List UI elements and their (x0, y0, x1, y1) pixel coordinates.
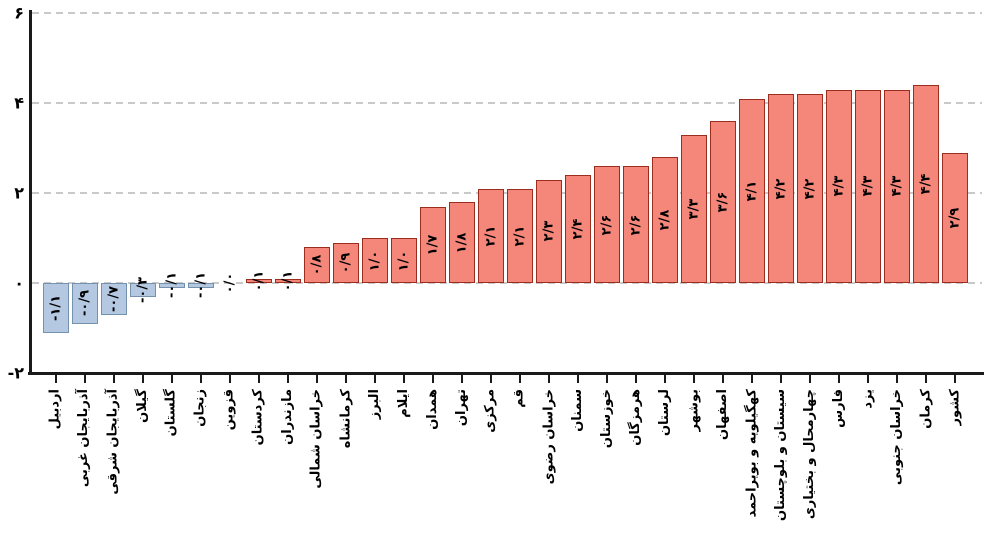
bar (303, 247, 330, 283)
bar (652, 157, 679, 283)
bar (71, 283, 98, 324)
x-axis-tick (838, 375, 841, 383)
x-axis-tick (780, 375, 783, 383)
bar (913, 85, 940, 283)
x-axis-tick (315, 375, 318, 383)
bar (100, 283, 127, 315)
bar (390, 238, 417, 283)
x-axis-tick (402, 375, 405, 383)
x-axis-tick (257, 375, 260, 383)
bar (419, 206, 446, 283)
x-axis-tick (751, 375, 754, 383)
y-axis (29, 10, 32, 375)
bar (129, 283, 156, 297)
bar (594, 166, 621, 283)
x-axis-tick (809, 375, 812, 383)
x-axis-tick (489, 375, 492, 383)
bar (506, 188, 533, 283)
bar (768, 94, 795, 283)
x-axis-tick (286, 375, 289, 383)
bar (332, 242, 359, 283)
bar (536, 179, 562, 283)
y-axis-tick-label: -۲ (7, 363, 24, 383)
x-axis-tick (577, 375, 580, 383)
x-axis-tick (722, 375, 725, 383)
x-axis-tick (344, 375, 347, 383)
bar (361, 238, 388, 283)
x-axis-tick (170, 375, 173, 383)
gridline (32, 12, 982, 14)
x-axis-tick (606, 375, 609, 383)
y-axis-tick-label: ۰ (14, 273, 24, 293)
bar (274, 278, 301, 283)
x-axis-tick (199, 375, 202, 383)
y-axis-tick-label: ۶ (14, 3, 24, 23)
x-axis-tick (228, 375, 231, 383)
bar (187, 283, 214, 288)
bar (855, 89, 882, 283)
x-axis-tick (83, 375, 86, 383)
bar (797, 94, 824, 283)
x-axis-tick (373, 375, 376, 383)
x-axis-tick (112, 375, 115, 383)
x-axis-tick (518, 375, 521, 383)
bar (565, 175, 592, 283)
x-axis-tick (460, 375, 463, 383)
bar (710, 121, 737, 283)
bar (884, 89, 911, 283)
x-axis-tick (693, 375, 696, 383)
bar (826, 89, 853, 283)
gridline (32, 102, 982, 104)
gridline (32, 282, 982, 284)
bar (681, 134, 708, 283)
bar (942, 152, 969, 283)
bar (623, 166, 650, 283)
x-axis-tick (925, 375, 928, 383)
bar (739, 98, 766, 283)
bar (158, 283, 185, 288)
x-axis-tick (54, 375, 57, 383)
x-axis-tick (431, 375, 434, 383)
x-axis-tick (867, 375, 870, 383)
x-axis-tick (635, 375, 638, 383)
x-axis-tick (548, 375, 550, 383)
bar (42, 283, 69, 333)
bar (245, 278, 272, 283)
x-axis (28, 372, 984, 375)
x-axis-tick (664, 375, 667, 383)
x-axis-tick (896, 375, 899, 383)
x-axis-tick (141, 375, 144, 383)
bar (477, 188, 504, 283)
x-axis-tick (954, 375, 957, 383)
bar (448, 202, 475, 283)
y-axis-tick-label: ۴ (14, 93, 24, 113)
y-axis-tick-label: ۲ (14, 183, 24, 203)
